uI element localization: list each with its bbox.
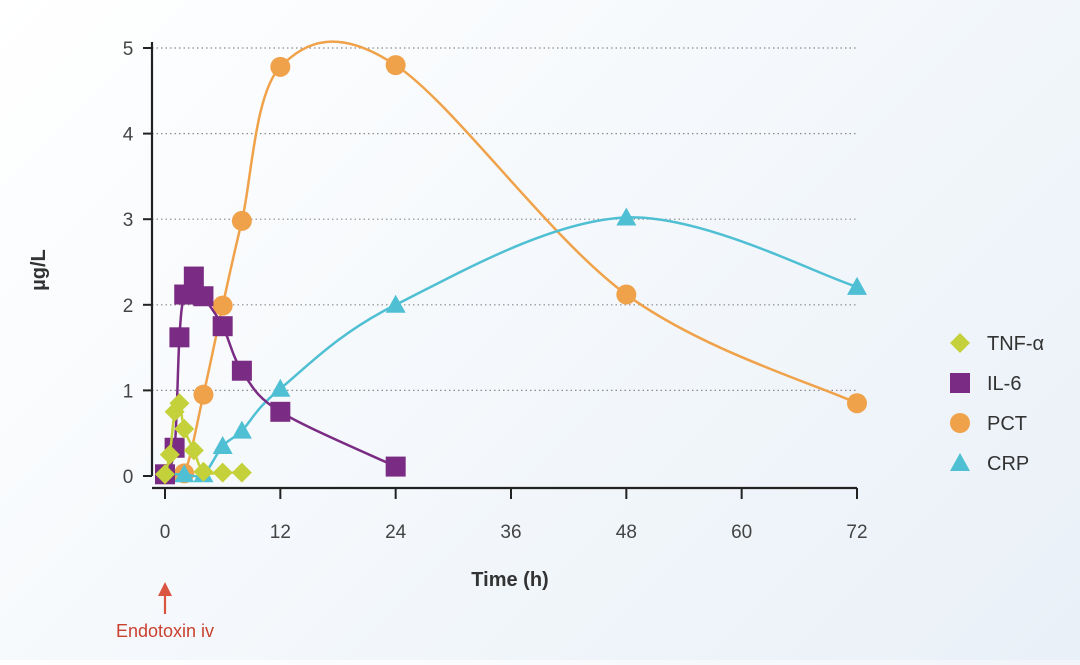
endotoxin-label: Endotoxin iv — [116, 621, 214, 641]
data-point-il-6 — [231, 360, 252, 381]
y-tick-label: 1 — [123, 381, 134, 402]
data-point-tnf — [183, 440, 204, 461]
x-tick-label: 36 — [500, 522, 521, 543]
series-crp — [155, 207, 867, 483]
annotation: Endotoxin iv — [116, 582, 214, 641]
data-point-tnf — [193, 461, 214, 482]
legend-item-il-6: IL-6 — [950, 373, 1021, 395]
data-point-tnf — [212, 462, 233, 483]
data-point-tnf — [231, 462, 252, 483]
y-tick-label: 2 — [123, 296, 134, 317]
data-point-crp — [385, 294, 406, 313]
y-tick-label: 5 — [123, 39, 134, 60]
y-tick-label: 4 — [123, 125, 134, 146]
y-tick-label: 3 — [123, 210, 134, 231]
series-line-crp — [165, 216, 858, 478]
grid — [152, 47, 857, 391]
data-point-il-6 — [193, 286, 214, 307]
data-point-il-6 — [183, 266, 204, 287]
series-pct — [155, 40, 867, 485]
data-point-pct — [385, 55, 406, 76]
data-point-tnf — [159, 444, 180, 465]
x-tick-label: 12 — [270, 522, 291, 543]
data-point-pct — [212, 295, 233, 316]
x-tick-label: 0 — [160, 522, 171, 543]
data-point-crp — [847, 276, 867, 295]
data-point-tnf — [169, 393, 190, 414]
data-point-pct — [231, 210, 252, 231]
data-point-crp — [616, 207, 637, 226]
y-tick-label: 0 — [123, 467, 134, 488]
legend: TNF-α IL-6 PCT CRP — [950, 333, 1044, 475]
data-point-crp — [231, 420, 252, 439]
data-point-tnf — [174, 418, 195, 439]
legend-label-crp: CRP — [987, 453, 1029, 475]
legend-item-pct: PCT — [950, 413, 1027, 435]
x-tick-label: 24 — [385, 522, 407, 543]
legend-item-tnf: TNF-α — [950, 333, 1044, 355]
data-point-pct — [270, 56, 291, 77]
x-tick-label: 60 — [731, 522, 752, 543]
data-point-tnf — [155, 464, 175, 485]
legend-marker-crp — [950, 453, 970, 471]
legend-marker-tnf — [950, 333, 970, 353]
data-point-crp — [270, 378, 291, 397]
data-point-il-6 — [169, 327, 190, 348]
annotation-arrow-head — [158, 582, 172, 596]
legend-label-pct: PCT — [987, 413, 1027, 435]
data-point-il-6 — [270, 401, 291, 422]
data-point-pct — [616, 284, 637, 305]
x-tick-label: 48 — [616, 522, 637, 543]
data-point-il-6 — [212, 316, 233, 337]
data-point-crp — [174, 464, 195, 483]
series-group — [155, 40, 867, 485]
data-point-pct — [193, 384, 214, 405]
data-point-crp — [212, 436, 233, 455]
data-point-pct — [847, 393, 867, 414]
data-point-il-6 — [385, 456, 406, 477]
legend-label-tnf: TNF-α — [987, 333, 1044, 355]
x-tick-label: 72 — [846, 522, 867, 543]
legend-marker-il-6 — [950, 373, 970, 393]
data-point-il-6 — [174, 284, 195, 305]
legend-marker-pct — [950, 413, 970, 433]
legend-item-crp: CRP — [950, 453, 1029, 475]
series-line-pct — [164, 40, 858, 481]
series-tnf — [155, 393, 252, 485]
x-axis-title: Time (h) — [471, 569, 548, 591]
y-axis-title: µg/L — [28, 249, 50, 291]
legend-label-il-6: IL-6 — [987, 373, 1021, 395]
